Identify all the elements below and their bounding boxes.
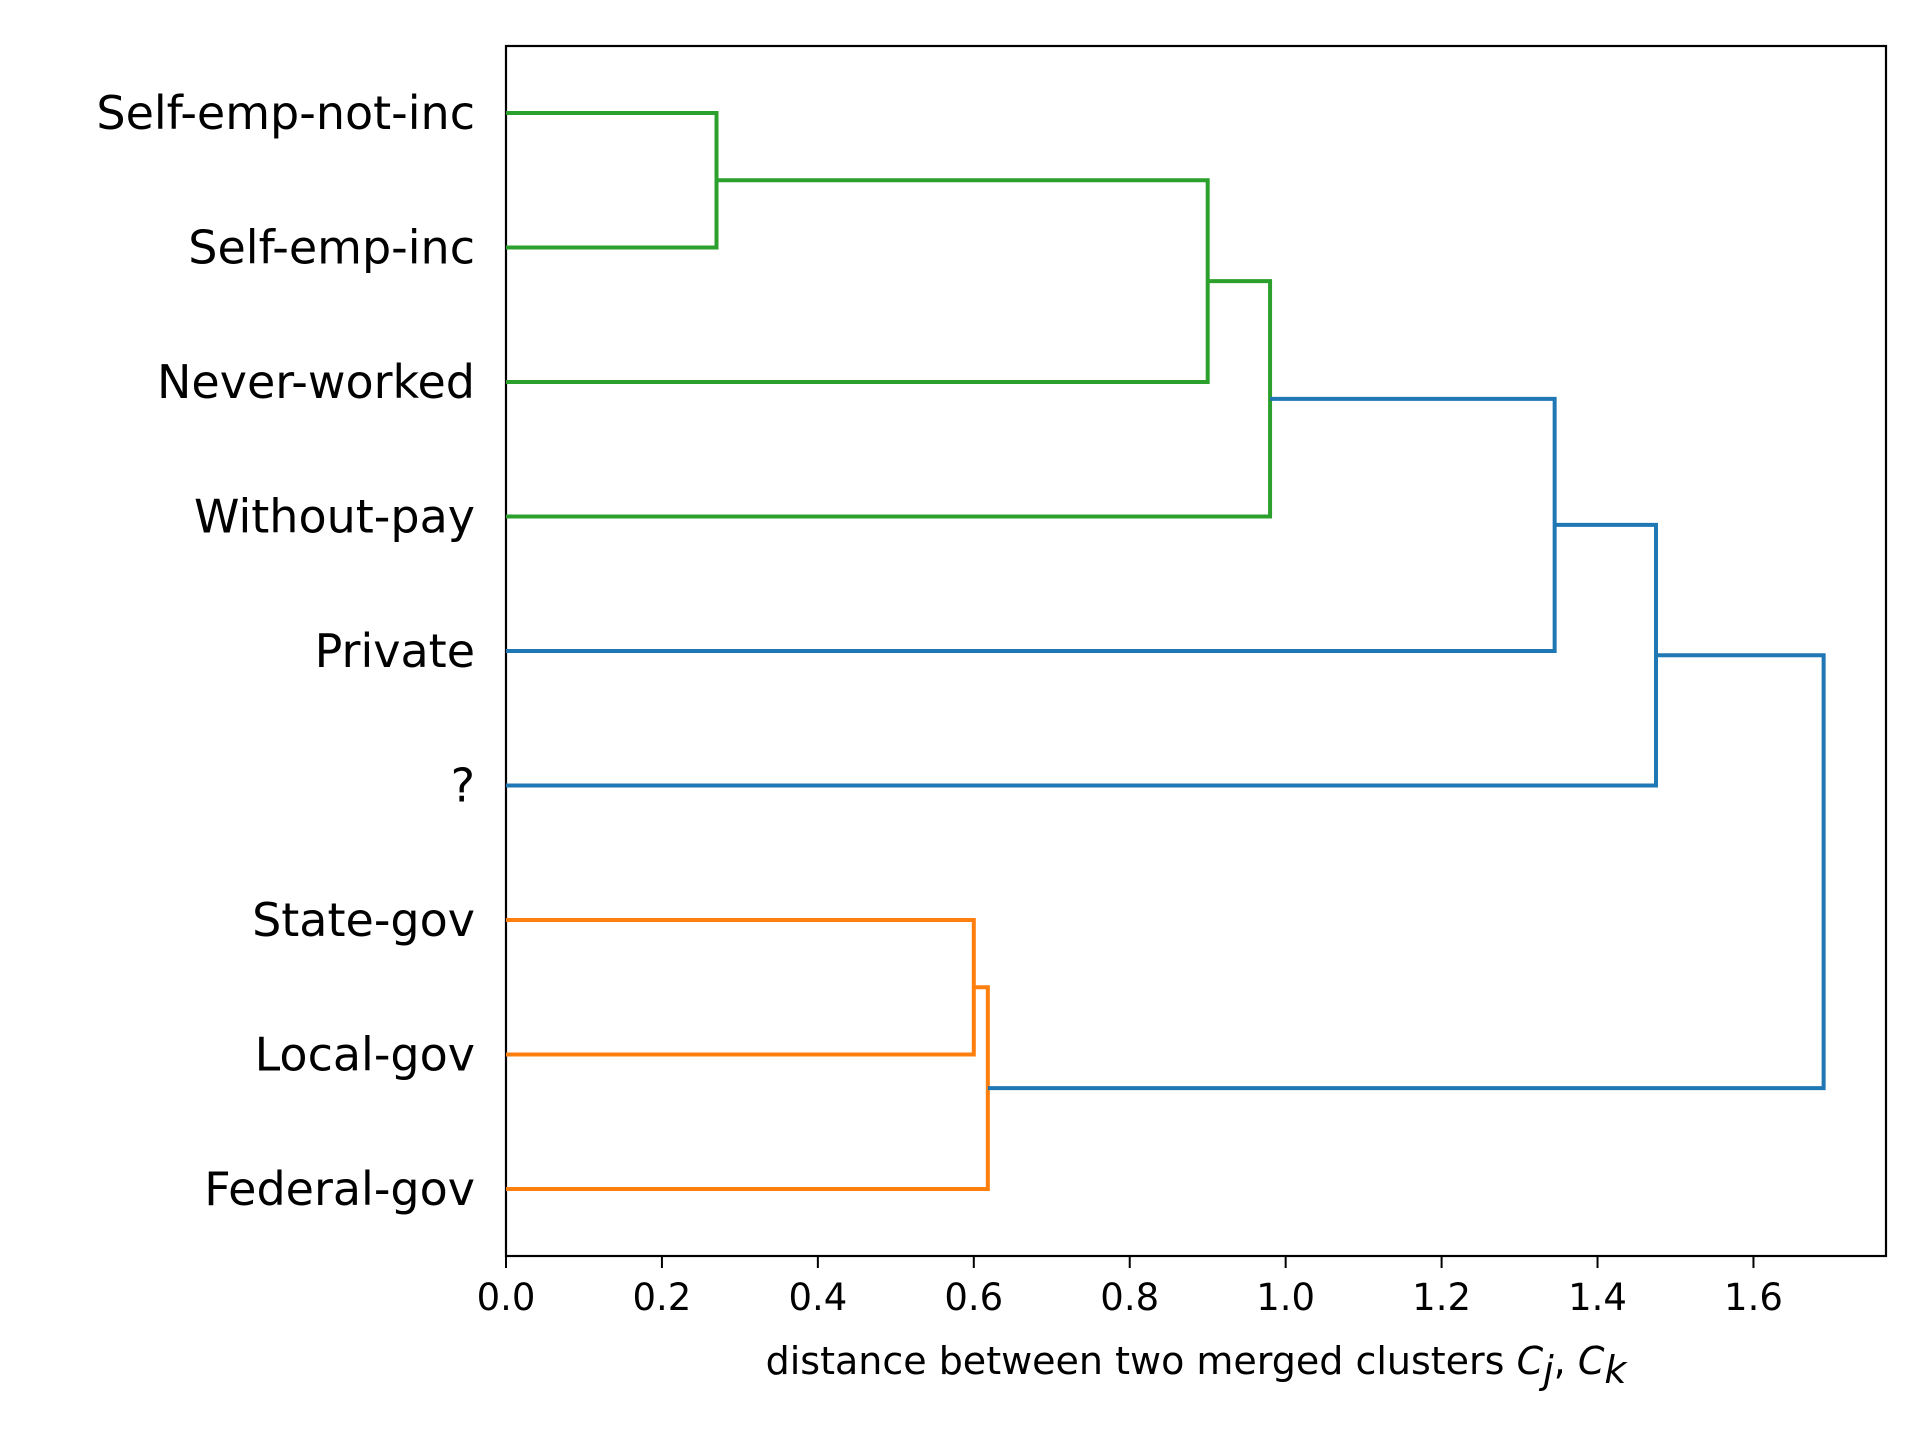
dendrogram-link-m6 xyxy=(506,918,976,1057)
dendrogram-link-m2 xyxy=(506,178,1210,384)
x-tick-label: 1.2 xyxy=(1412,1276,1471,1319)
dendrogram-link-m3 xyxy=(506,279,1273,519)
x-axis-label-var1: C xyxy=(1517,1339,1544,1383)
x-tick-label: 0.0 xyxy=(477,1276,536,1319)
dendrogram-link-m5 xyxy=(506,522,1658,788)
leaf-label: ? xyxy=(451,759,475,813)
leaf-label: Federal-gov xyxy=(204,1162,475,1216)
x-axis-label-sep: , xyxy=(1554,1339,1578,1383)
x-tick-label: 1.4 xyxy=(1568,1276,1627,1319)
x-tick-label: 0.4 xyxy=(788,1276,847,1319)
x-axis-label: distance between two merged clusters Cj,… xyxy=(766,1339,1629,1392)
dendrogram-link-m4 xyxy=(506,396,1557,653)
leaf-label: Without-pay xyxy=(194,490,475,544)
x-tick-label: 0.8 xyxy=(1100,1276,1159,1319)
x-axis-ticks: 0.0 0.2 0.4 0.6 0.8 1.0 1.2 1.4 1.6 xyxy=(477,1256,1783,1319)
x-axis-label-text: distance between two merged clusters xyxy=(766,1339,1517,1383)
x-tick-label: 0.6 xyxy=(944,1276,1003,1319)
leaf-label: Self-emp-inc xyxy=(188,221,475,275)
leaf-label: Self-emp-not-inc xyxy=(96,86,475,140)
x-axis-label-sub2: k xyxy=(1604,1348,1628,1392)
leaf-labels: Self-emp-not-inc Self-emp-inc Never-worked… xyxy=(96,86,475,1216)
x-tick-label: 0.2 xyxy=(633,1276,692,1319)
x-tick-label: 1.6 xyxy=(1724,1276,1783,1319)
dendrogram-link-m7 xyxy=(506,985,990,1191)
leaf-label: Local-gov xyxy=(255,1028,475,1082)
dendrogram-link-m1 xyxy=(506,111,719,250)
dendrogram-link-m8 xyxy=(987,653,1826,1091)
x-axis-label-var2: C xyxy=(1578,1339,1605,1383)
leaf-label: Private xyxy=(315,624,475,678)
x-tick-label: 1.0 xyxy=(1256,1276,1315,1319)
leaf-label: State-gov xyxy=(252,893,475,947)
leaf-label: Never-worked xyxy=(157,355,475,409)
dendrogram-links xyxy=(506,111,1826,1191)
